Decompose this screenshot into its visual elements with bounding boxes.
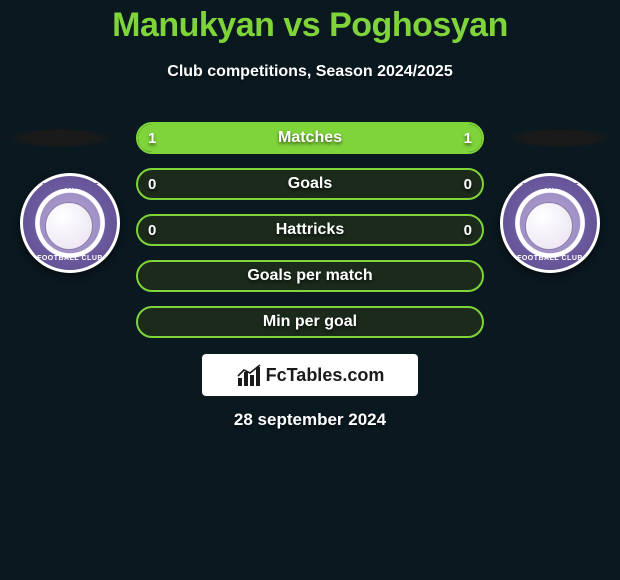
club-badge-left: ALASHKERT FOOTBALL CLUB	[20, 173, 120, 273]
club-name-bottom: FOOTBALL CLUB	[23, 255, 117, 262]
stat-row: Hattricks0 0	[136, 214, 484, 246]
branding-text: FcTables.com	[266, 365, 385, 386]
club-name-top: ALASHKERT	[23, 182, 117, 191]
page-title: Manukyan vs Poghosyan	[0, 0, 620, 45]
stats-container: Matches11Goals00Hattricks00Goals per mat…	[136, 122, 484, 352]
stat-value-right: 0	[464, 170, 472, 198]
stat-label: Hattricks	[138, 216, 482, 244]
stat-row: Goals per match	[136, 260, 484, 292]
stat-label: Goals	[138, 170, 482, 198]
stat-value-left: 1	[148, 124, 156, 152]
stat-value-left: 0	[148, 216, 156, 244]
stat-row: Matches1 1	[136, 122, 484, 154]
club-crest-icon: ALASHKERT FOOTBALL CLUB	[20, 173, 120, 273]
stat-label: Matches	[138, 124, 482, 152]
branding-box[interactable]: FcTables.com	[202, 354, 418, 396]
stat-row: Goals0 0	[136, 168, 484, 200]
club-name-top: ALASHKERT	[503, 182, 597, 191]
stat-value-right: 1	[464, 124, 472, 152]
stat-value-right: 0	[464, 216, 472, 244]
club-badge-right: ALASHKERT FOOTBALL CLUB	[500, 173, 600, 273]
stat-label: Min per goal	[138, 308, 482, 336]
footer-date: 28 september 2024	[0, 410, 620, 430]
club-crest-icon: ALASHKERT FOOTBALL CLUB	[500, 173, 600, 273]
player-shadow-left	[8, 128, 112, 148]
player-shadow-right	[508, 128, 612, 148]
chart-bars-icon	[236, 364, 262, 386]
stat-row: Min per goal	[136, 306, 484, 338]
stat-value-left: 0	[148, 170, 156, 198]
club-name-bottom: FOOTBALL CLUB	[503, 255, 597, 262]
stat-label: Goals per match	[138, 262, 482, 290]
page-subtitle: Club competitions, Season 2024/2025	[0, 63, 620, 81]
